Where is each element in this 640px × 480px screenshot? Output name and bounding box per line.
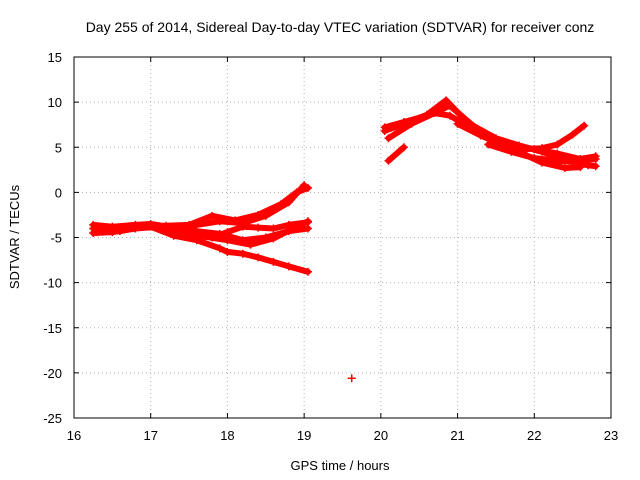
series-trace	[147, 223, 311, 275]
data-point	[580, 121, 589, 130]
data-point	[347, 374, 356, 383]
data-point	[254, 223, 263, 232]
data-point	[223, 236, 232, 245]
series-track-4	[93, 183, 312, 237]
data-point	[277, 200, 286, 209]
x-tick-label: 20	[374, 428, 388, 443]
data-point	[284, 262, 293, 271]
series-track-10	[380, 96, 600, 163]
chart-title: Day 255 of 2014, Sidereal Day-to-day VTE…	[86, 19, 595, 35]
data-point	[560, 164, 569, 173]
series-trace	[381, 97, 599, 162]
data-point	[461, 116, 470, 125]
series-outlier	[347, 374, 356, 383]
y-tick-label: -25	[43, 411, 62, 426]
data-point	[215, 244, 224, 253]
data-point	[146, 222, 155, 231]
data-point	[568, 157, 577, 166]
y-axis-label: SDTVAR / TECUs	[7, 184, 22, 289]
data-point	[303, 183, 312, 192]
data-point	[185, 220, 194, 229]
x-tick-label: 22	[527, 428, 541, 443]
y-tick-label: 5	[55, 140, 62, 155]
data-point	[422, 110, 431, 119]
data-point	[269, 234, 278, 243]
y-tick-label: 0	[55, 185, 62, 200]
data-point	[553, 149, 562, 158]
data-point	[384, 134, 393, 143]
data-point	[208, 233, 217, 242]
data-point	[380, 127, 389, 136]
x-tick-label: 18	[220, 428, 234, 443]
x-tick-label: 23	[604, 428, 618, 443]
y-tick-label: -5	[50, 231, 62, 246]
x-tick-label: 21	[450, 428, 464, 443]
series-track-7	[384, 143, 408, 165]
grid	[74, 57, 611, 418]
series-track-12	[484, 140, 600, 166]
data-point	[269, 224, 278, 233]
data-point	[223, 247, 232, 256]
data-point	[93, 228, 102, 237]
y-tick-label: 15	[48, 50, 62, 65]
data-point	[553, 156, 562, 165]
data-point	[169, 231, 178, 240]
y-tick-label: -10	[43, 276, 62, 291]
x-tick-label: 17	[143, 428, 157, 443]
data-point	[591, 154, 600, 163]
data-point	[530, 154, 539, 163]
x-tick-label: 16	[67, 428, 81, 443]
y-tick-label: -20	[43, 366, 62, 381]
data-point	[303, 267, 312, 276]
data-point	[231, 216, 240, 225]
data-point	[384, 156, 393, 165]
series-trace	[385, 144, 407, 164]
axis-ticks: 16 17 18 19 20 21 22 23 -25 -20 -15 -10 -5 0 5 10 15	[43, 50, 618, 443]
data-point	[442, 96, 451, 105]
data-point	[453, 119, 462, 128]
data-point	[399, 143, 408, 152]
data-point	[476, 131, 485, 140]
data-point	[238, 222, 247, 231]
data-point	[254, 210, 263, 219]
data-point	[445, 111, 454, 120]
data-point	[238, 249, 247, 258]
data-point	[568, 130, 577, 139]
data-point	[399, 119, 408, 128]
data-point	[303, 218, 312, 227]
data-point	[200, 232, 209, 241]
data-point	[292, 188, 301, 197]
data-point	[254, 253, 263, 262]
y-tick-label: -15	[43, 321, 62, 336]
series-track-6	[146, 222, 312, 276]
x-tick-label: 19	[297, 428, 311, 443]
data-point	[484, 140, 493, 149]
series-trace	[454, 120, 588, 153]
data-point	[116, 227, 125, 236]
data-point	[192, 236, 201, 245]
data-point	[208, 211, 217, 220]
y-tick-label: 10	[48, 95, 62, 110]
data-point	[537, 144, 546, 153]
data-point	[284, 220, 293, 229]
data-point	[223, 228, 232, 237]
data-point	[269, 257, 278, 266]
data-point	[553, 140, 562, 149]
x-axis-label: GPS time / hours	[291, 458, 390, 473]
data-point	[591, 162, 600, 171]
data-point	[89, 220, 98, 229]
data-series	[89, 96, 600, 383]
data-point	[522, 145, 531, 154]
data-point	[162, 221, 171, 230]
data-point	[507, 147, 516, 156]
data-point	[139, 222, 148, 231]
series-track-5	[208, 218, 312, 242]
data-point	[246, 240, 255, 249]
